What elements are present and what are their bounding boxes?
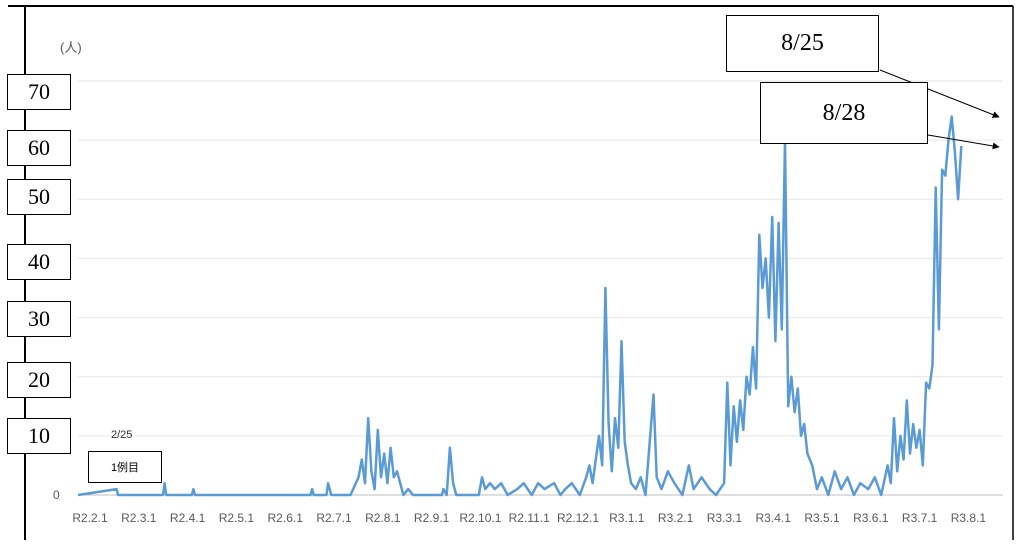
callout-8-25: 8/25 — [726, 15, 879, 72]
x-tick-label: R3.6.1 — [853, 511, 889, 525]
y-tick-30: 30 — [7, 301, 71, 337]
callout-8-28: 8/28 — [760, 82, 928, 144]
y-tick-0: 0 — [53, 488, 60, 502]
y-unit-label: (人) — [60, 37, 82, 56]
x-tick-label: R2.3.1 — [121, 511, 157, 525]
x-tick-label: R2.9.1 — [414, 511, 450, 525]
x-tick-label: R2.2.1 — [72, 511, 108, 525]
x-tick-label: R2.10.1 — [459, 511, 501, 525]
y-tick-40: 40 — [7, 244, 71, 280]
y-tick-60: 60 — [7, 130, 71, 166]
x-tick-label: R2.5.1 — [219, 511, 255, 525]
x-tick-label: R2.6.1 — [268, 511, 304, 525]
first-case-label: 1例目 — [88, 451, 162, 483]
x-tick-label: R3.2.1 — [658, 511, 694, 525]
x-tick-label: R2.11.1 — [509, 511, 550, 525]
x-tick-label: R2.4.1 — [170, 511, 206, 525]
y-tick-20: 20 — [7, 362, 71, 398]
x-tick-label: R3.1.1 — [609, 511, 645, 525]
x-tick-label: R3.4.1 — [756, 511, 792, 525]
y-tick-10: 10 — [7, 418, 71, 454]
x-tick-label: R2.7.1 — [316, 511, 352, 525]
y-tick-70: 70 — [7, 74, 71, 110]
x-tick-label: R2.8.1 — [365, 511, 401, 525]
series-line — [78, 117, 961, 496]
x-tick-label: R2.12.1 — [557, 511, 599, 525]
y-tick-50: 50 — [7, 179, 71, 215]
callout-arrow — [928, 135, 999, 147]
first-case-date: 2/25 — [111, 429, 132, 441]
x-tick-labels: R2.2.1 R2.3.1 R2.4.1 R2.5.1 R2.6.1 R2.7.1 R2.8… — [72, 511, 986, 525]
x-tick-label: R3.5.1 — [804, 511, 840, 525]
x-tick-label: R3.7.1 — [902, 511, 938, 525]
x-tick-label: R3.3.1 — [707, 511, 743, 525]
x-tick-label: R3.8.1 — [951, 511, 987, 525]
